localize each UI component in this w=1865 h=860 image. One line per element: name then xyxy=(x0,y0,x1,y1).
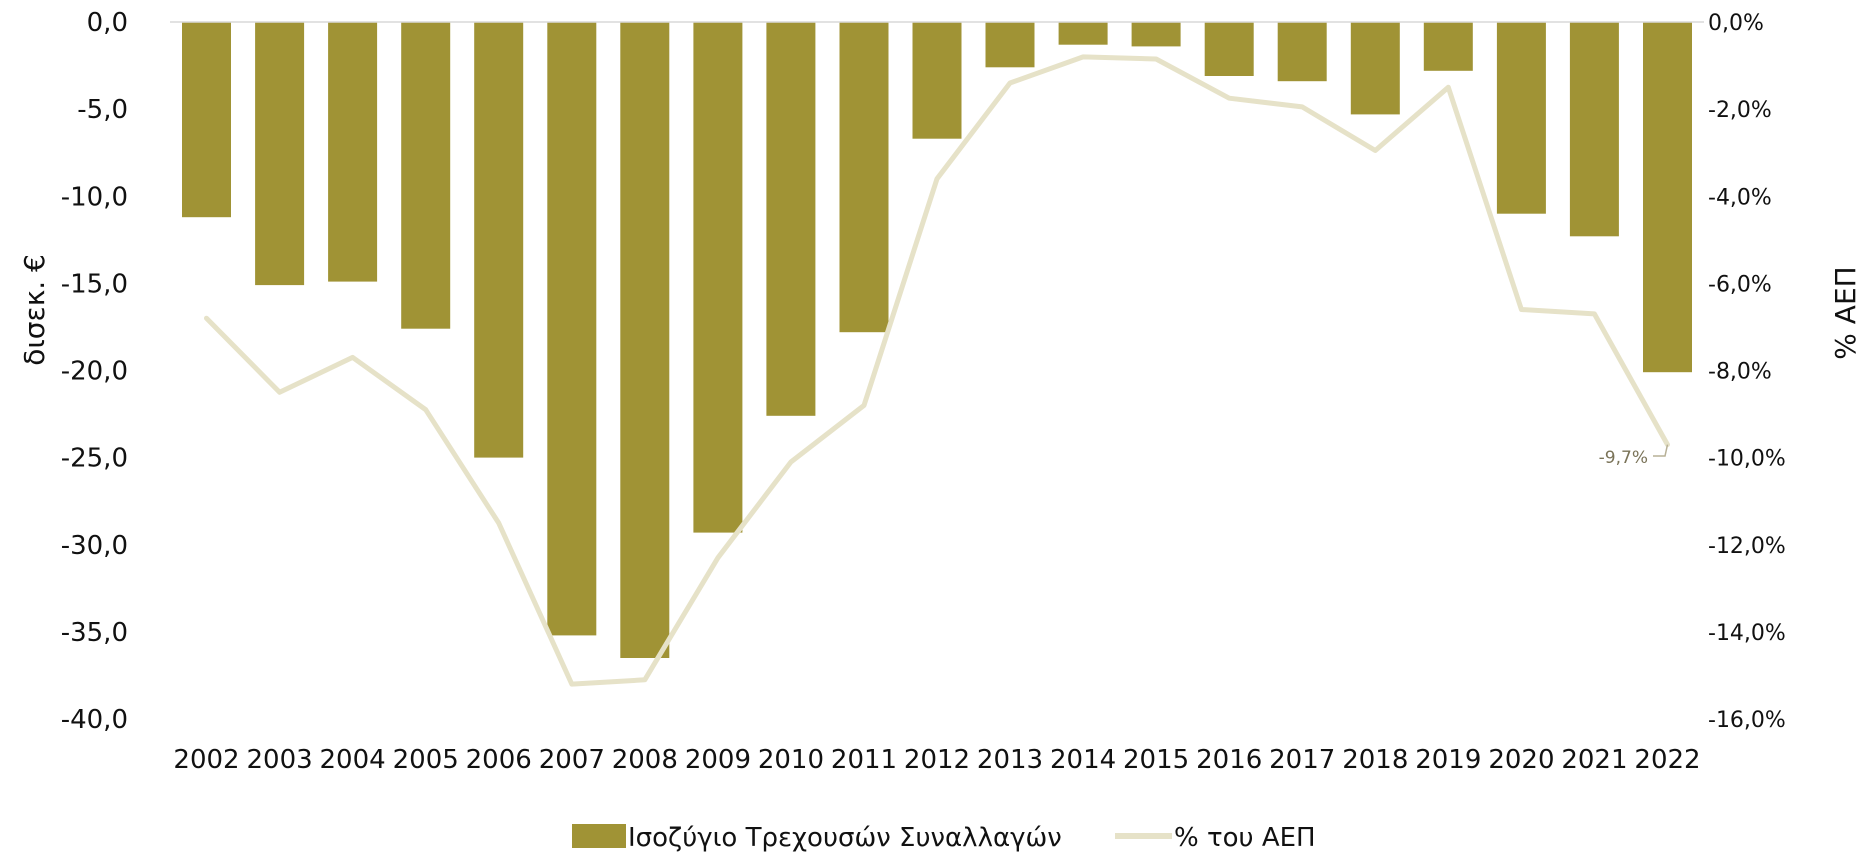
x-tick-label: 2004 xyxy=(320,745,386,775)
x-tick-label: 2002 xyxy=(173,745,239,775)
bar-2011 xyxy=(839,22,889,333)
x-tick-label: 2018 xyxy=(1342,745,1408,775)
bar-2021 xyxy=(1569,22,1619,237)
x-tick-label: 2014 xyxy=(1050,745,1116,775)
bar-2004 xyxy=(328,22,378,282)
y-left-tick-label: -30,0 xyxy=(61,531,128,561)
annotation-layer: -9,7% xyxy=(1599,444,1669,468)
bar-2002 xyxy=(182,22,231,218)
y-right-tick-label: 0,0% xyxy=(1708,11,1764,36)
x-tick-label: 2011 xyxy=(831,745,897,775)
left-axis-ticks: 0,0 -5,0 -10,0 -15,0 -20,0 -25,0 -30,0 -35,0 -40… xyxy=(61,8,128,735)
x-tick-label: 2021 xyxy=(1561,745,1627,775)
y-right-tick-label: -2,0% xyxy=(1708,98,1772,123)
bar-2015 xyxy=(1131,22,1181,47)
bar-2003 xyxy=(255,22,305,286)
x-tick-label: 2006 xyxy=(466,745,532,775)
bar-2010 xyxy=(766,22,816,416)
y-left-tick-label: -25,0 xyxy=(61,444,128,474)
bar-2006 xyxy=(474,22,524,458)
y-left-tick-label: -10,0 xyxy=(61,182,128,212)
x-tick-label: 2012 xyxy=(904,745,970,775)
y-left-tick-label: -40,0 xyxy=(61,705,128,735)
bar-2014 xyxy=(1058,22,1108,45)
x-tick-label: 2009 xyxy=(685,745,751,775)
x-tick-label: 2016 xyxy=(1196,745,1262,775)
y-right-tick-label: -4,0% xyxy=(1708,185,1772,210)
line-layer xyxy=(204,54,1670,687)
y-right-tick-label: -10,0% xyxy=(1708,447,1786,472)
x-tick-label: 2010 xyxy=(758,745,824,775)
bar-2019 xyxy=(1423,22,1473,71)
right-axis-ticks: 0,0% -2,0% -4,0% -6,0% -8,0% -10,0% -12,0% -14,… xyxy=(1708,11,1786,733)
x-tick-label: 2015 xyxy=(1123,745,1189,775)
x-tick-label: 2003 xyxy=(247,745,313,775)
y-right-tick-label: -8,0% xyxy=(1708,360,1772,385)
legend-bar-swatch xyxy=(572,824,626,848)
y-axis-right-title: % ΑΕΠ xyxy=(1829,266,1862,359)
bar-2018 xyxy=(1350,22,1400,115)
x-tick-label: 2005 xyxy=(393,745,459,775)
annotation-leader-line xyxy=(1653,444,1669,457)
bars-layer xyxy=(182,22,1692,658)
y-left-tick-label: -15,0 xyxy=(61,269,128,299)
data-label-2022-pct: -9,7% xyxy=(1599,448,1648,468)
x-tick-label: 2013 xyxy=(977,745,1043,775)
bar-2012 xyxy=(912,22,962,139)
y-right-tick-label: -12,0% xyxy=(1708,534,1786,559)
x-tick-label: 2017 xyxy=(1269,745,1335,775)
y-left-tick-label: 0,0 xyxy=(87,8,128,38)
x-tick-label: 2008 xyxy=(612,745,678,775)
bar-2022 xyxy=(1643,22,1692,373)
y-axis-left-title: δισεκ. € xyxy=(18,254,51,366)
chart-legend: Ισοζύγιο Τρεχουσών Συναλλαγών % του ΑΕΠ xyxy=(572,823,1316,853)
bar-2008 xyxy=(620,22,670,658)
bar-2016 xyxy=(1204,22,1254,76)
y-right-tick-label: -14,0% xyxy=(1708,621,1786,646)
y-left-tick-label: -5,0 xyxy=(77,95,128,125)
x-tick-label: 2007 xyxy=(539,745,605,775)
bar-2009 xyxy=(693,22,743,533)
x-axis-ticks: 2002 2003 2004 2005 2006 2007 2008 2009 2010 2011… xyxy=(173,745,1700,775)
bar-2020 xyxy=(1496,22,1546,214)
bar-2005 xyxy=(401,22,451,329)
y-right-tick-label: -6,0% xyxy=(1708,272,1772,297)
y-left-tick-label: -35,0 xyxy=(61,618,128,648)
x-tick-label: 2019 xyxy=(1415,745,1481,775)
legend-bar-label: Ισοζύγιο Τρεχουσών Συναλλαγών xyxy=(628,823,1062,853)
x-tick-label: 2020 xyxy=(1488,745,1554,775)
y-left-tick-label: -20,0 xyxy=(61,357,128,387)
bar-2007 xyxy=(547,22,597,636)
x-tick-label: 2022 xyxy=(1634,745,1700,775)
pct-gdp-line xyxy=(204,54,1670,687)
bar-2017 xyxy=(1277,22,1327,82)
legend-line-label: % του ΑΕΠ xyxy=(1174,823,1316,853)
y-right-tick-label: -16,0% xyxy=(1708,708,1786,733)
bar-2013 xyxy=(985,22,1035,68)
